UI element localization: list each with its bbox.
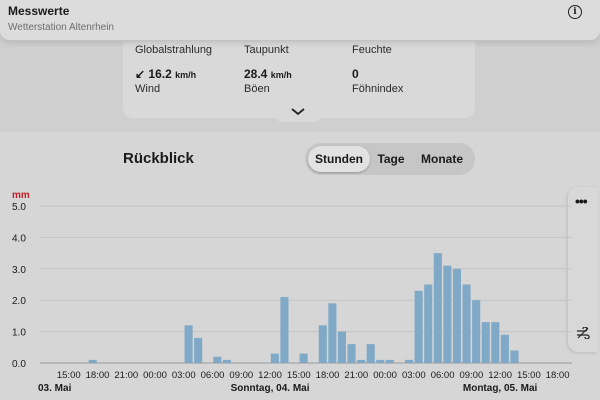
x-tick-label: 00:00 bbox=[143, 370, 167, 381]
precip-bar[interactable] bbox=[328, 303, 337, 363]
chart-side-toolbar: ••• bbox=[568, 187, 598, 352]
chevron-down-icon bbox=[291, 105, 305, 119]
wind-label: Wind bbox=[135, 83, 161, 95]
precip-bar[interactable] bbox=[347, 344, 356, 363]
wind-icon[interactable] bbox=[576, 326, 590, 342]
x-tick-label: 06:00 bbox=[201, 370, 225, 381]
precip-bar[interactable] bbox=[491, 322, 500, 363]
precip-bar[interactable] bbox=[184, 325, 193, 363]
measurements-card: Globalstrahlung Taupunkt Feuchte ↙ 16.2 … bbox=[123, 30, 475, 118]
wind-value: ↙ 16.2 km/h bbox=[135, 67, 196, 81]
x-tick-label: 09:00 bbox=[229, 370, 253, 381]
precip-bar[interactable] bbox=[433, 253, 442, 363]
precip-bar[interactable] bbox=[366, 344, 375, 363]
x-tick-label: 21:00 bbox=[344, 370, 368, 381]
y-axis-unit: mm bbox=[12, 190, 30, 201]
precip-bar[interactable] bbox=[376, 359, 385, 363]
wind-arrow-icon: ↙ bbox=[135, 67, 146, 81]
precip-bar[interactable] bbox=[385, 359, 394, 363]
boeen-number: 28.4 bbox=[244, 67, 268, 81]
x-tick-label: 06:00 bbox=[431, 370, 455, 381]
x-tick-label: 12:00 bbox=[488, 370, 512, 381]
precip-bar[interactable] bbox=[481, 322, 490, 363]
precip-bar[interactable] bbox=[357, 359, 366, 363]
x-tick-label: 00:00 bbox=[373, 370, 397, 381]
precip-bar[interactable] bbox=[443, 265, 452, 363]
x-tick-label: 03:00 bbox=[402, 370, 426, 381]
boeen-value: 28.4 km/h bbox=[244, 67, 292, 81]
period-selector: Stunden Tage Monate bbox=[305, 143, 475, 175]
foehn-number: 0 bbox=[352, 67, 359, 81]
foehn-label: Föhnindex bbox=[352, 83, 404, 95]
precip-bar[interactable] bbox=[88, 359, 97, 363]
page-title: Messwerte bbox=[8, 4, 70, 18]
y-tick-label: 0.0 bbox=[12, 359, 26, 370]
y-tick-label: 4.0 bbox=[12, 233, 26, 244]
rueckblick-title: Rückblick bbox=[123, 150, 194, 167]
date-label: Sonntag, 04. Mai bbox=[231, 383, 310, 394]
precip-bar[interactable] bbox=[270, 353, 279, 363]
precip-bar[interactable] bbox=[405, 359, 414, 363]
y-tick-label: 1.0 bbox=[12, 328, 26, 339]
more-dots-icon[interactable]: ••• bbox=[575, 193, 588, 209]
wind-number: 16.2 bbox=[148, 67, 172, 81]
precip-bar[interactable] bbox=[500, 334, 509, 363]
precip-bar[interactable] bbox=[472, 300, 481, 363]
precip-bar[interactable] bbox=[452, 268, 462, 363]
precip-bar[interactable] bbox=[299, 353, 308, 363]
precip-bar[interactable] bbox=[510, 350, 519, 363]
x-tick-label: 15:00 bbox=[57, 370, 81, 381]
x-tick-label: 15:00 bbox=[517, 370, 541, 381]
boeen-label: Böen bbox=[244, 83, 270, 95]
y-tick-label: 3.0 bbox=[12, 265, 26, 276]
precip-bar[interactable] bbox=[462, 284, 471, 364]
header-globalstrahlung: Globalstrahlung bbox=[135, 44, 213, 56]
precip-bar[interactable] bbox=[194, 337, 203, 363]
precip-bar[interactable] bbox=[213, 356, 222, 363]
precip-bar[interactable] bbox=[424, 284, 433, 364]
x-tick-label: 12:00 bbox=[258, 370, 282, 381]
y-tick-label: 5.0 bbox=[12, 202, 26, 213]
wind-unit: km/h bbox=[175, 70, 197, 80]
header-taupunkt: Taupunkt bbox=[244, 44, 289, 56]
precip-bar[interactable] bbox=[222, 359, 231, 363]
tab-stunden[interactable]: Stunden bbox=[308, 146, 370, 172]
precip-bar[interactable] bbox=[414, 290, 423, 363]
x-tick-label: 18:00 bbox=[316, 370, 340, 381]
date-label: 03. Mai bbox=[38, 383, 72, 394]
precip-bar[interactable] bbox=[337, 331, 346, 363]
tab-monate[interactable]: Monate bbox=[421, 152, 463, 166]
x-tick-label: 15:00 bbox=[287, 370, 311, 381]
header-feuchte: Feuchte bbox=[352, 44, 392, 56]
expand-button[interactable] bbox=[274, 104, 322, 122]
x-tick-label: 03:00 bbox=[172, 370, 196, 381]
station-name: Wetterstation Altenrhein bbox=[8, 22, 114, 33]
info-icon[interactable]: i bbox=[568, 5, 582, 19]
x-tick-label: 09:00 bbox=[459, 370, 483, 381]
x-tick-label: 21:00 bbox=[114, 370, 138, 381]
foehn-value: 0 bbox=[352, 67, 359, 81]
x-tick-label: 18:00 bbox=[546, 370, 570, 381]
y-tick-label: 2.0 bbox=[12, 296, 26, 307]
header-bar: Messwerte Wetterstation Altenrhein i bbox=[0, 0, 600, 41]
tab-tage[interactable]: Tage bbox=[377, 152, 405, 166]
boeen-unit: km/h bbox=[270, 70, 292, 80]
precip-bar[interactable] bbox=[280, 297, 289, 363]
x-tick-label: 18:00 bbox=[86, 370, 110, 381]
precip-bar[interactable] bbox=[318, 325, 327, 363]
date-label: Montag, 05. Mai bbox=[463, 383, 538, 394]
